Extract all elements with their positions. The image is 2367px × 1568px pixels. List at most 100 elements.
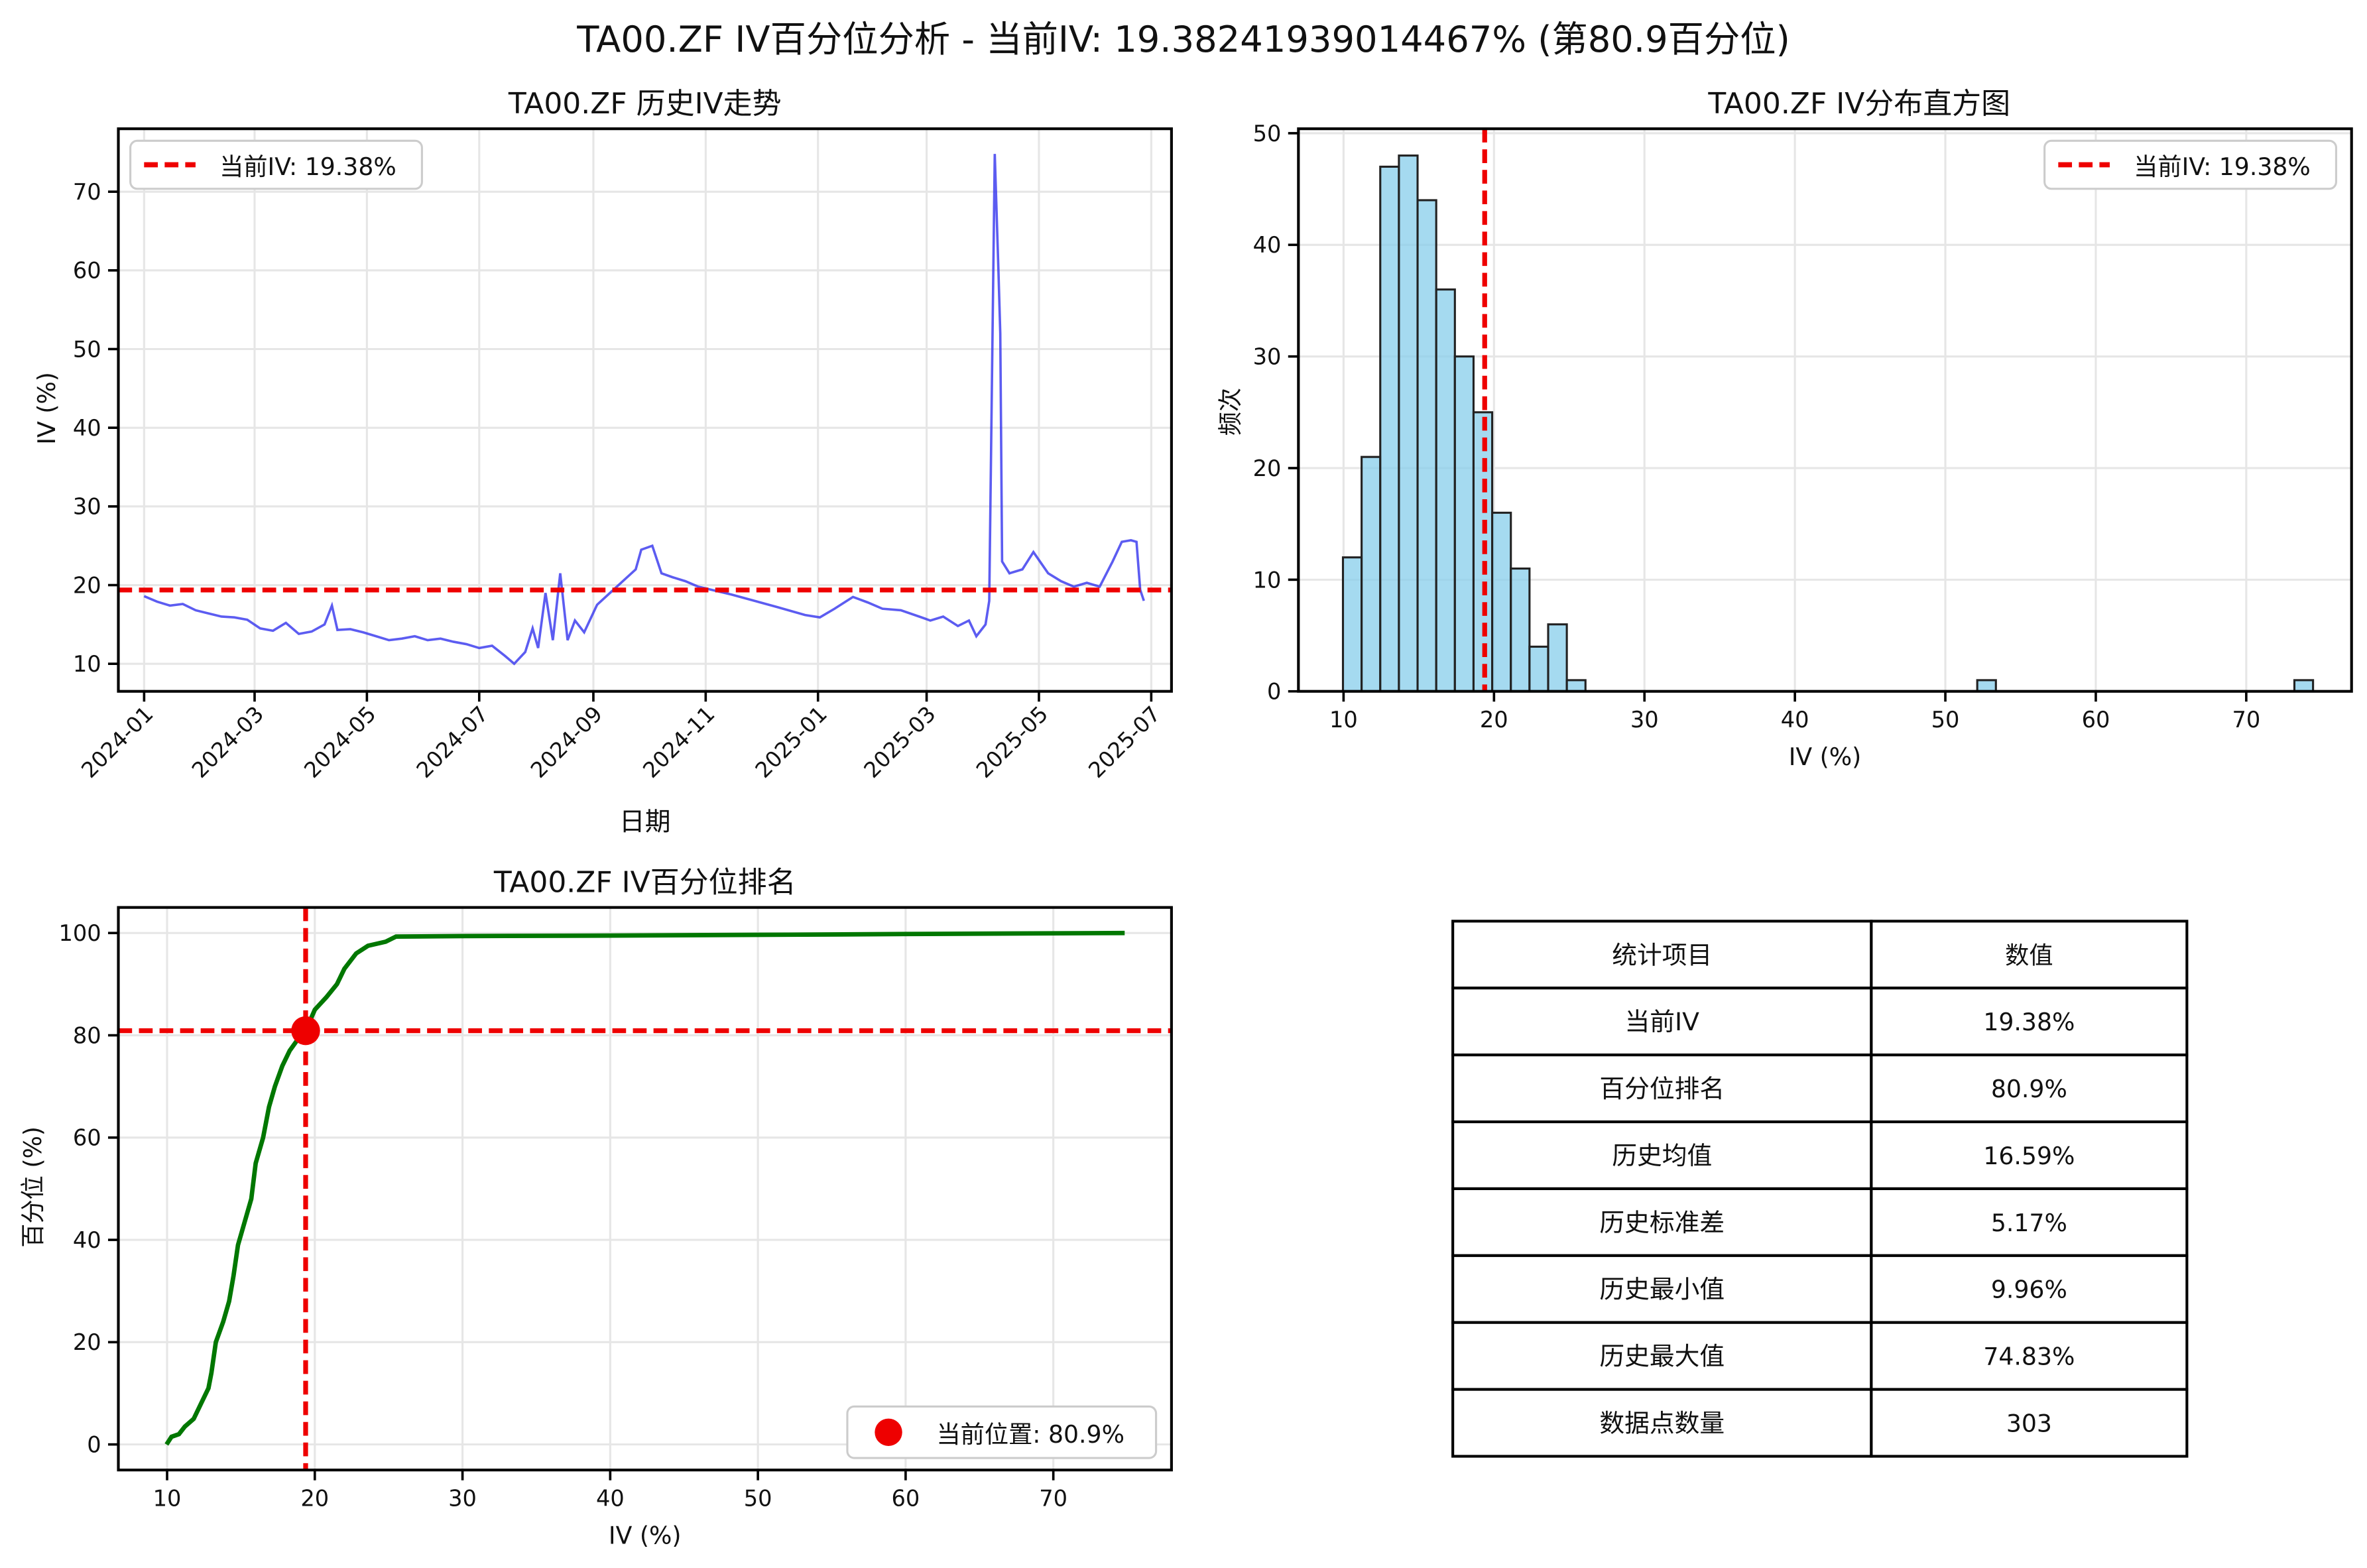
iv-history-x-tick-label: 2024-07 [412, 701, 493, 783]
iv-histogram-legend: 当前IV: 19.38% [2043, 139, 2337, 190]
iv-histogram-x-tick-label: 10 [1329, 707, 1358, 733]
histogram-bar [1379, 165, 1400, 693]
iv-histogram-x-tick-label: 30 [1630, 707, 1659, 733]
table-cell [1870, 1187, 2189, 1257]
iv-percentile-ylabel: 百分位 (%) [19, 1126, 47, 1248]
table-cell [1451, 1321, 1873, 1391]
table-row-cell: 百分位排名 [1599, 1074, 1725, 1103]
iv-history-title: TA00.ZF 历史IV走势 [508, 87, 782, 121]
iv-percentile-x-ticks: 10 20 30 40 50 60 70 [153, 1470, 1067, 1512]
histogram-bar [1341, 556, 1363, 693]
iv-histogram-y-tick-label: 50 [1253, 121, 1282, 147]
table-row-cell: 19.38% [1983, 1008, 2075, 1036]
iv-histogram-legend-label: 当前IV: 19.38% [2134, 152, 2311, 181]
table-cell [1870, 1120, 2189, 1191]
iv-percentile-legend-box [846, 1405, 1158, 1459]
iv-history-y-tick-label: 30 [73, 494, 101, 520]
histogram-bar [2293, 679, 2315, 693]
iv-histogram-panel: TA00.ZF IV分布直方图 10 20 30 40 50 60 70 0 10 20 30 40… [1216, 87, 2353, 771]
iv-history-x-tick-label: 2025-05 [971, 701, 1053, 783]
histogram-bar [1361, 455, 1382, 693]
table-cell [1870, 1321, 2189, 1391]
iv-history-y-tick-label: 70 [73, 179, 101, 205]
iv-histogram-title: TA00.ZF IV分布直方图 [1707, 87, 2010, 121]
table-cell [1451, 1388, 1873, 1458]
iv-histogram-y-tick-label: 40 [1253, 232, 1282, 258]
iv-history-x-tick-label: 2025-01 [751, 701, 832, 783]
iv-histogram-legend-box [2043, 139, 2337, 190]
table-row-cell: 16.59% [1983, 1142, 2075, 1170]
iv-histogram-y-tick-label: 30 [1253, 344, 1282, 370]
iv-history-legend-box [129, 139, 423, 190]
iv-percentile-legend-label: 当前位置: 80.9% [936, 1420, 1124, 1449]
table-cell [1870, 987, 2189, 1057]
iv-percentile-legend: 当前位置: 80.9% [846, 1405, 1158, 1459]
figure-suptitle: TA00.ZF IV百分位分析 - 当前IV: 19.3824193901446… [576, 19, 1790, 60]
iv-history-plot [118, 154, 1172, 666]
histogram-bar [1435, 288, 1456, 693]
histogram-bar [1491, 511, 1512, 693]
iv-percentile-y-tick-label: 100 [58, 920, 101, 946]
iv-history-y-tick-label: 40 [73, 415, 101, 441]
iv-history-panel: TA00.ZF 历史IV走势 2024-01 2024-03 2024-05 2024… [32, 87, 1173, 837]
iv-histogram-x-tick-label: 70 [2232, 707, 2260, 733]
iv-history-x-tick-label: 2024-09 [526, 701, 607, 783]
iv-percentile-y-tick-label: 0 [87, 1432, 101, 1458]
iv-histogram-x-tick-label: 20 [1480, 707, 1508, 733]
table-row-cell: 历史最大值 [1599, 1342, 1725, 1371]
iv-percentile-grid [118, 907, 1172, 1471]
table-cell [1451, 1120, 1873, 1191]
iv-histogram-x-tick-label: 40 [1781, 707, 1809, 733]
table-cell [1451, 1054, 1873, 1124]
iv-histogram-frame [1297, 127, 2353, 693]
iv-percentile-y-tick-label: 40 [73, 1227, 101, 1253]
table-cell [1870, 1254, 2189, 1324]
iv-history-x-tick-label: 2025-03 [859, 701, 941, 783]
histogram-bar [1547, 623, 1568, 693]
iv-history-xlabel: 日期 [619, 807, 671, 837]
iv-history-y-tick-label: 60 [73, 258, 101, 284]
histogram-bar [1565, 679, 1587, 693]
table-cell [1870, 920, 2189, 990]
iv-history-x-tick-label: 2024-03 [187, 701, 269, 783]
table-row-cell: 历史均值 [1612, 1141, 1712, 1170]
table-row-cell: 9.96% [1991, 1276, 2067, 1304]
iv-percentile-y-tick-label: 80 [73, 1022, 101, 1048]
iv-history-y-ticks: 10 20 30 40 50 60 70 [73, 179, 119, 677]
histogram-bar [1398, 154, 1419, 693]
table-cell [1451, 987, 1873, 1057]
table-row-cell: 80.9% [1991, 1075, 2067, 1103]
iv-percentile-legend-marker [875, 1418, 902, 1446]
iv-history-x-tick-label: 2024-01 [76, 701, 158, 783]
iv-history-x-tick-label: 2024-11 [638, 701, 719, 783]
iv-percentile-title: TA00.ZF IV百分位排名 [493, 865, 796, 899]
iv-percentile-y-tick-label: 60 [73, 1125, 101, 1151]
table-header: 数值 [2005, 941, 2053, 969]
iv-histogram-x-tick-label: 50 [1931, 707, 1960, 733]
histogram-bar [1510, 567, 1531, 693]
histogram-bar [1416, 199, 1437, 693]
iv-history-x-tick-label: 2024-05 [299, 701, 381, 783]
iv-percentile-panel: TA00.ZF IV百分位排名 10 20 30 40 50 60 70 0 20 40 60 80… [19, 865, 1173, 1549]
iv-history-y-tick-label: 50 [73, 336, 101, 362]
iv-percentile-xlabel: IV (%) [609, 1521, 682, 1549]
histogram-bar [1528, 645, 1549, 693]
iv-histogram-y-tick-label: 20 [1253, 455, 1282, 481]
percentile-curve [164, 930, 1125, 1446]
iv-percentile-x-tick-label: 10 [153, 1486, 182, 1512]
iv-percentile-y-ticks: 0 20 40 60 80 100 [58, 920, 119, 1458]
iv-percentile-x-tick-label: 40 [596, 1486, 625, 1512]
iv-history-legend: 当前IV: 19.38% [129, 139, 423, 190]
histogram-bar [1976, 679, 1997, 693]
table-row-cell: 303 [2006, 1410, 2052, 1438]
iv-percentile-y-tick-label: 20 [73, 1329, 101, 1355]
iv-history-y-tick-label: 20 [73, 572, 101, 598]
iv-percentile-x-tick-label: 60 [891, 1486, 920, 1512]
iv-histogram-x-tick-label: 60 [2082, 707, 2110, 733]
iv-history-x-tick-label: 2025-07 [1083, 701, 1165, 783]
table-row-cell: 74.83% [1983, 1343, 2075, 1371]
iv-history-grid [118, 129, 1172, 692]
table-header: 统计项目 [1612, 940, 1712, 969]
